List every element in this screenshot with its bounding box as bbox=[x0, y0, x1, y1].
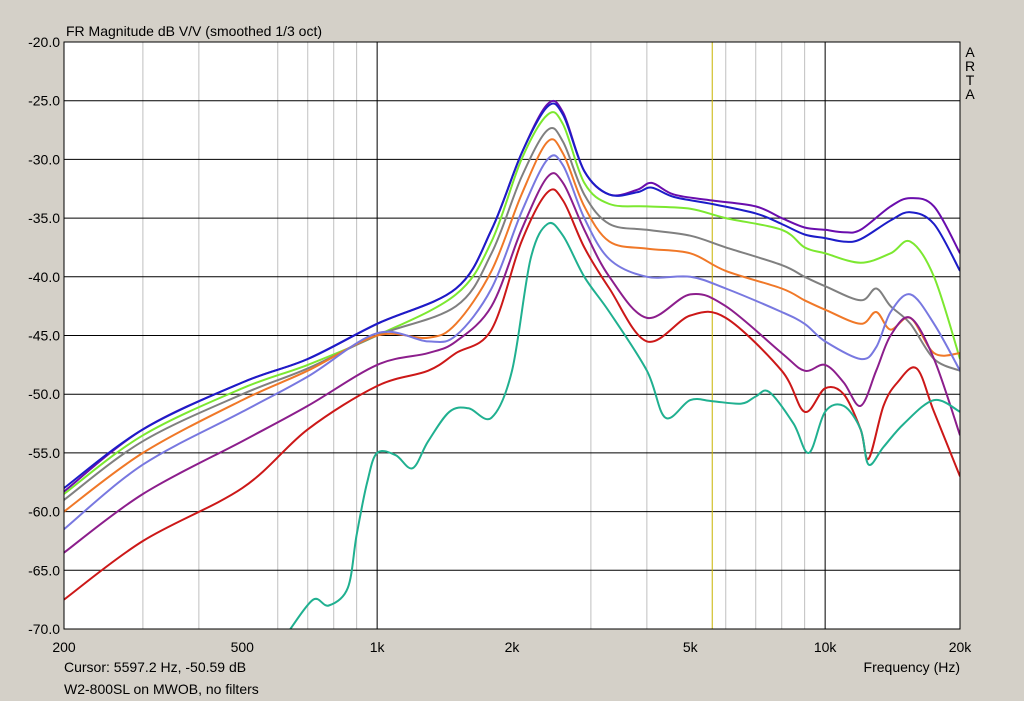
plot-frame bbox=[63, 41, 961, 630]
series-line-2 bbox=[64, 102, 960, 489]
y-tick-label: -45.0 bbox=[28, 328, 60, 344]
series-group bbox=[64, 99, 960, 629]
series-line-9 bbox=[289, 221, 960, 629]
arta-letter: A bbox=[965, 44, 975, 60]
arta-letter: R bbox=[965, 58, 975, 74]
y-tick-label: -60.0 bbox=[28, 504, 60, 520]
y-tick-label: -20.0 bbox=[28, 34, 60, 50]
series-line-3 bbox=[64, 111, 960, 495]
y-tick-label: -70.0 bbox=[28, 621, 60, 637]
x-tick-label: 20k bbox=[949, 639, 973, 655]
y-tick-label: -65.0 bbox=[28, 562, 60, 578]
arta-letter: T bbox=[966, 72, 975, 88]
chart-title: FR Magnitude dB V/V (smoothed 1/3 oct) bbox=[66, 23, 322, 39]
cursor-readout: Cursor: 5597.2 Hz, -50.59 dB bbox=[64, 659, 246, 675]
x-tick-label: 1k bbox=[370, 639, 386, 655]
x-tick-label: 200 bbox=[52, 639, 76, 655]
series-line-6 bbox=[64, 154, 960, 530]
y-tick-label: -55.0 bbox=[28, 445, 60, 461]
x-axis-label: Frequency (Hz) bbox=[864, 659, 960, 675]
x-tick-label: 10k bbox=[814, 639, 838, 655]
x-tick-label: 2k bbox=[505, 639, 521, 655]
y-tick-label: -25.0 bbox=[28, 93, 60, 109]
x-axis-tick-labels: 200 500 1k 2k 5k 10k 20k bbox=[52, 639, 972, 655]
x-tick-label: 5k bbox=[683, 639, 699, 655]
arta-letter: A bbox=[965, 86, 975, 102]
y-tick-label: -40.0 bbox=[28, 269, 60, 285]
y-axis-tick-labels: -20.0 -25.0 -30.0 -35.0 -40.0 -45.0 -50.0 -55.0… bbox=[28, 34, 60, 637]
series-line-7 bbox=[64, 172, 960, 554]
series-line-8 bbox=[64, 188, 960, 601]
y-tick-label: -50.0 bbox=[28, 386, 60, 402]
y-tick-label: -35.0 bbox=[28, 210, 60, 226]
x-tick-label: 500 bbox=[231, 639, 255, 655]
y-tick-label: -30.0 bbox=[28, 151, 60, 167]
chart-caption: W2-800SL on MWOB, no filters bbox=[64, 681, 259, 697]
